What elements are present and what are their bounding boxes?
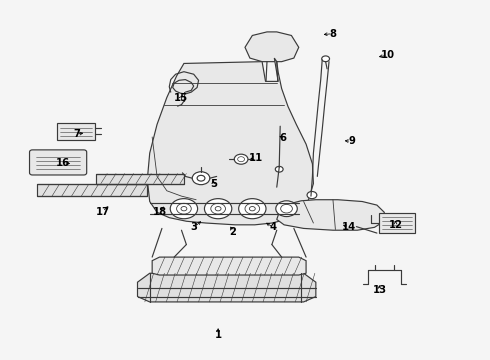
- Circle shape: [192, 172, 210, 185]
- Polygon shape: [138, 273, 316, 302]
- Polygon shape: [245, 32, 299, 62]
- Text: 9: 9: [348, 136, 355, 146]
- Text: 11: 11: [248, 153, 263, 163]
- Text: 18: 18: [152, 207, 167, 217]
- Text: 4: 4: [270, 222, 277, 232]
- FancyBboxPatch shape: [379, 213, 415, 233]
- Text: 16: 16: [56, 158, 70, 168]
- Circle shape: [170, 199, 197, 219]
- Polygon shape: [152, 257, 306, 275]
- Text: 12: 12: [389, 220, 402, 230]
- Circle shape: [275, 166, 283, 172]
- Circle shape: [276, 201, 297, 217]
- Circle shape: [239, 199, 266, 219]
- Text: 6: 6: [280, 133, 287, 143]
- Text: 8: 8: [329, 29, 337, 39]
- Text: 3: 3: [190, 222, 197, 232]
- Circle shape: [234, 154, 248, 164]
- Text: 1: 1: [215, 330, 221, 340]
- Text: 17: 17: [96, 207, 109, 217]
- Text: 7: 7: [73, 129, 80, 139]
- Text: 5: 5: [210, 179, 217, 189]
- Circle shape: [322, 56, 330, 62]
- Circle shape: [307, 192, 317, 199]
- Text: 10: 10: [381, 50, 394, 60]
- Circle shape: [204, 199, 232, 219]
- Text: 15: 15: [173, 93, 188, 103]
- FancyBboxPatch shape: [57, 123, 95, 140]
- Text: 13: 13: [372, 285, 387, 296]
- Polygon shape: [147, 58, 314, 225]
- Text: 2: 2: [229, 227, 236, 237]
- Polygon shape: [277, 200, 384, 230]
- FancyBboxPatch shape: [29, 150, 87, 175]
- Text: 14: 14: [342, 222, 356, 232]
- Polygon shape: [37, 184, 147, 196]
- Polygon shape: [96, 174, 184, 184]
